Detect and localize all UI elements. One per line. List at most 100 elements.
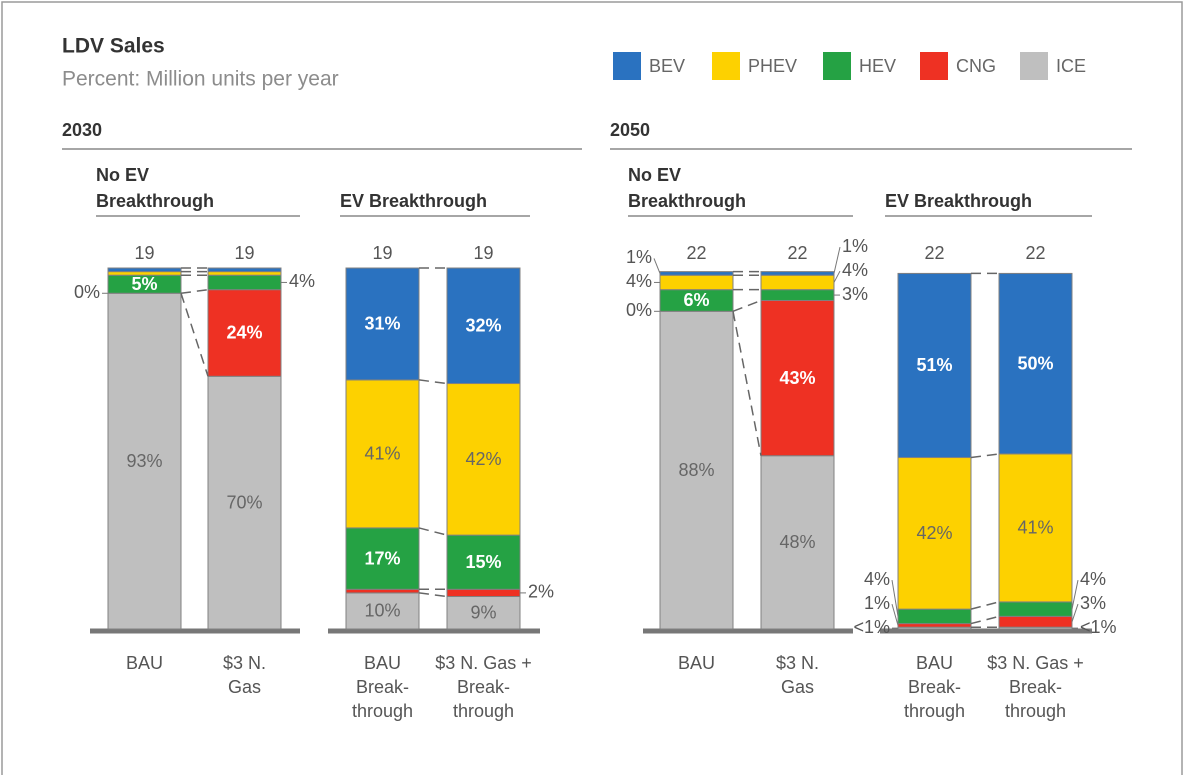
value-label: 50% [1017, 353, 1053, 373]
legend-swatch [712, 52, 740, 80]
value-label: 24% [226, 323, 262, 343]
total-label: 19 [473, 243, 493, 263]
value-label: <1% [853, 617, 890, 637]
bar-segment [897, 608, 972, 625]
x-tick-label: BAU Break- through [351, 653, 414, 721]
bar-segment [446, 596, 521, 630]
value-label: 32% [465, 316, 501, 336]
bar-segment [446, 267, 521, 385]
bar-segment [760, 299, 835, 457]
group-label: 2050 [610, 120, 650, 140]
value-label: 15% [465, 552, 501, 572]
chart-subtitle: Percent: Million units per year [62, 68, 339, 91]
bar-segment [998, 615, 1073, 628]
bar-segment [998, 601, 1073, 617]
bar-segment [207, 274, 282, 291]
bar-segment [760, 274, 835, 291]
total-label: 22 [924, 243, 944, 263]
value-label: 4% [864, 569, 890, 589]
bar-segment [998, 453, 1073, 603]
bar-segment [897, 272, 972, 459]
value-label: 4% [626, 271, 652, 291]
legend-label: ICE [1056, 56, 1086, 76]
bar-segment [446, 383, 521, 536]
value-label: 48% [779, 532, 815, 552]
bar-segment [659, 271, 734, 276]
subgroup-label: No EV Breakthrough [96, 165, 215, 211]
total-label: 19 [234, 243, 254, 263]
legend-label: HEV [859, 56, 896, 76]
bar-segment [659, 310, 734, 630]
subgroup-label: EV Breakthrough [885, 191, 1033, 211]
bar-segment [107, 292, 182, 630]
leader-line [833, 246, 841, 274]
bar-segment [207, 289, 282, 377]
value-label: 4% [1080, 569, 1106, 589]
value-label: 93% [126, 451, 162, 471]
value-label: 42% [916, 523, 952, 543]
connector [418, 379, 448, 385]
bar-segment [207, 375, 282, 630]
bar-segment [897, 623, 972, 628]
value-label: 9% [470, 603, 496, 623]
leader-line [1071, 603, 1079, 622]
value-label: 5% [131, 274, 157, 294]
bar-segment [998, 272, 1073, 455]
value-label: 41% [1017, 518, 1053, 538]
bar-segment [107, 267, 182, 273]
value-label: 0% [626, 300, 652, 320]
bar-segment [207, 271, 282, 276]
total-label: 19 [372, 243, 392, 263]
value-label: 0% [74, 282, 100, 302]
total-label: 22 [1025, 243, 1045, 263]
total-label: 22 [787, 243, 807, 263]
x-tick-label: $3 N. Gas + Break- through [435, 653, 532, 721]
connector [180, 293, 209, 377]
group-label: 2030 [62, 120, 102, 140]
value-label: 1% [864, 593, 890, 613]
total-label: 19 [134, 243, 154, 263]
x-tick-label: $3 N. Gas [775, 653, 820, 697]
value-label: 2% [528, 582, 554, 602]
legend-swatch [823, 52, 851, 80]
legend-label: PHEV [748, 56, 797, 76]
chart-title: LDV Sales [62, 35, 165, 58]
value-label: 4% [289, 271, 315, 291]
connector [732, 311, 762, 456]
connector [180, 288, 209, 295]
bar-segment [207, 267, 282, 273]
legend-label: CNG [956, 56, 996, 76]
bar-segment [760, 289, 835, 301]
connector [418, 592, 448, 598]
connector [418, 527, 448, 536]
value-label: 42% [465, 449, 501, 469]
total-label: 22 [686, 243, 706, 263]
value-label: 1% [626, 247, 652, 267]
bar-segment [345, 527, 420, 590]
value-label: 41% [364, 444, 400, 464]
value-label: 10% [364, 601, 400, 621]
bar-segment [446, 588, 521, 598]
x-tick-label: BAU [125, 653, 163, 673]
leader-line [891, 603, 899, 626]
bar-segment [345, 267, 420, 381]
value-label: 31% [364, 314, 400, 334]
legend-swatch [1020, 52, 1048, 80]
value-label: 88% [678, 460, 714, 480]
bar-segment [760, 455, 835, 630]
leader-line [653, 258, 661, 274]
value-label: 70% [226, 492, 262, 512]
x-tick-label: $3 N. Gas [222, 653, 267, 697]
value-label: 6% [683, 290, 709, 310]
leader-line [1071, 579, 1079, 610]
connector [970, 453, 1000, 459]
x-tick-label: BAU [677, 653, 715, 673]
value-label: 4% [842, 260, 868, 280]
bar-segment [345, 588, 420, 594]
connector [970, 615, 1000, 625]
value-label: 3% [1080, 593, 1106, 613]
value-label: 17% [364, 548, 400, 568]
x-tick-label: BAU Break- through [903, 653, 966, 721]
